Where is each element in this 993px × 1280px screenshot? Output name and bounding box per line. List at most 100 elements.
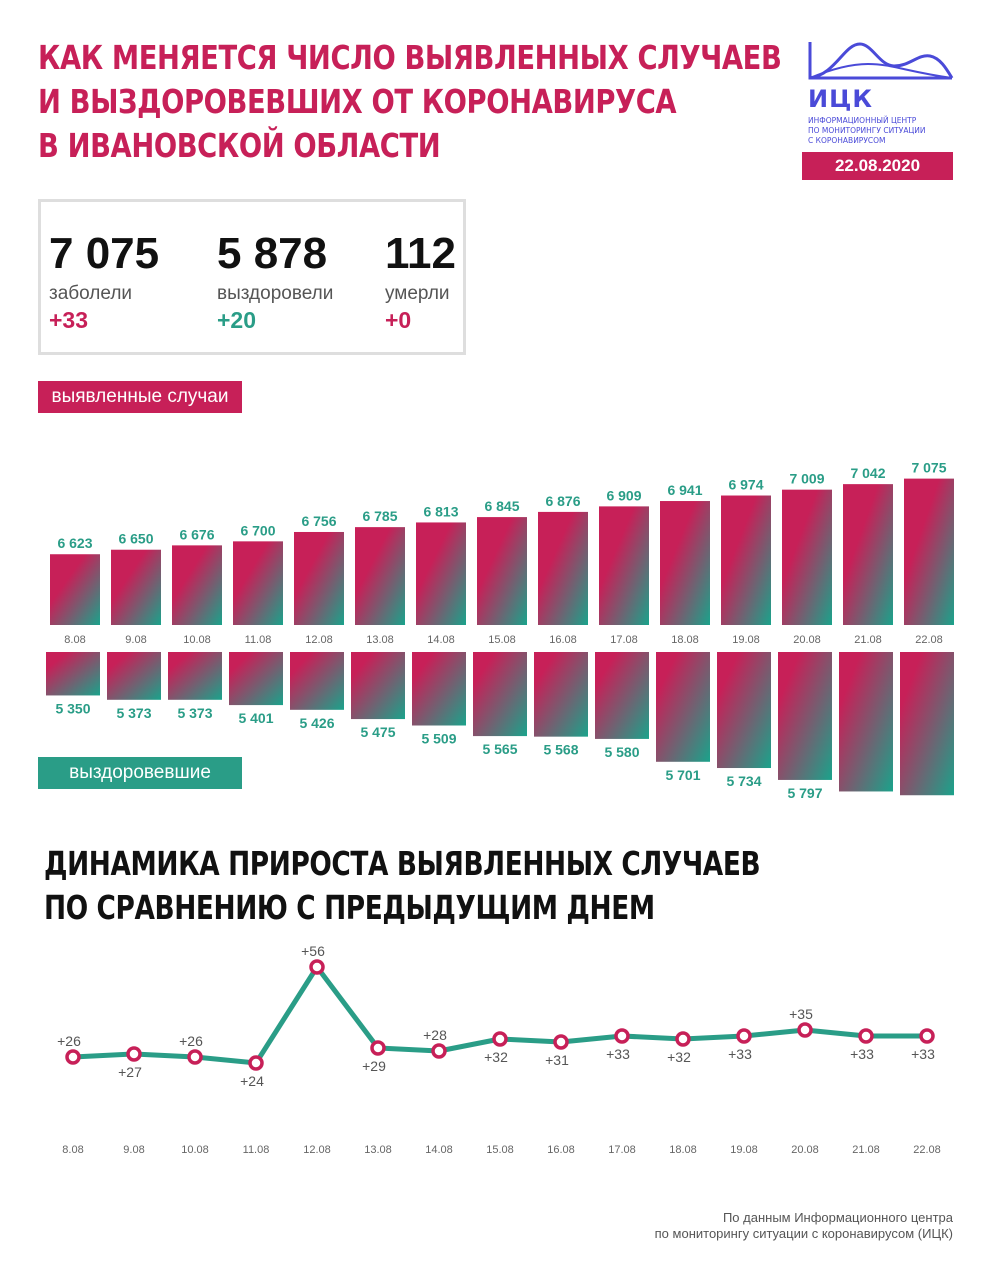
logo-subtitle: Информационный центр по мониторингу ситу… [808,116,958,146]
stat-deaths: 112 умерли +0 [385,230,456,334]
growth-value-label: +26 [179,1033,203,1049]
cases-bar [538,511,588,625]
cases-bar [416,522,466,625]
stat-infected-value: 7 075 [49,229,160,278]
recovered-value-label: 5 797 [787,785,822,800]
cases-bar [904,478,954,625]
bar-x-tick-label: 8.08 [64,634,85,646]
growth-point [370,1040,386,1056]
recovered-bar [900,652,954,796]
recovered-value-label: 5 565 [482,741,517,757]
growth-value-label: +27 [118,1064,142,1080]
logo-subtitle-line-3: с коронавирусом [808,136,886,145]
logo: ИЦК Информационный центр по мониторингу … [800,38,960,188]
bar-x-tick-label: 16.08 [549,634,577,646]
growth-value-label: +56 [301,943,325,959]
cases-bar [50,554,100,625]
growth-point [553,1034,569,1050]
recovered-value-label: 5 734 [726,773,761,789]
recovered-legend-tag: выздоровевшие [38,757,242,789]
growth-value-label: +33 [850,1046,874,1062]
recovered-bar [412,652,466,726]
line-x-tick-label: 21.08 [852,1144,880,1156]
recovered-bar [473,652,527,737]
cases-value-label: 7 009 [789,471,824,487]
growth-value-label: +32 [667,1049,691,1065]
stat-infected-delta: +33 [49,307,89,333]
bar-x-tick-label: 10.08 [183,634,211,646]
recovered-bar [229,652,283,706]
recovered-bar [839,652,893,792]
line-x-tick-label: 18.08 [669,1144,697,1156]
logo-subtitle-line-2: по мониторингу ситуации [808,126,926,135]
growth-point [126,1046,142,1062]
growth-value-label: +26 [57,1033,81,1049]
recovered-bar [778,652,832,780]
growth-point [309,959,325,975]
growth-point [614,1028,630,1044]
cases-value-label: 6 941 [667,482,702,498]
stat-recovered-value: 5 878 [217,229,328,278]
stat-deaths-label: умерли [385,283,450,304]
cases-value-label: 6 756 [301,513,336,529]
recovered-bar [351,652,405,720]
cases-value-label: 6 909 [606,487,641,503]
growth-value-label: +31 [545,1052,569,1068]
line-x-tick-label: 13.08 [364,1144,392,1156]
cases-value-label: 6 974 [728,477,763,493]
growth-title-line-2: по сравнению с предыдущим днем [44,888,655,927]
cases-bar [111,549,161,625]
recovered-bar [46,652,100,696]
cases-bar [660,501,710,625]
line-x-tick-label: 16.08 [547,1144,575,1156]
growth-point [248,1055,264,1071]
stat-recovered-delta: +20 [217,307,257,333]
line-x-tick-label: 19.08 [730,1144,758,1156]
line-x-tick-label: 10.08 [181,1144,209,1156]
recovered-bar [534,652,588,737]
growth-value-label: +28 [423,1027,447,1043]
cases-bar [233,541,283,625]
bar-x-tick-label: 21.08 [854,634,882,646]
stat-recovered-label: выздоровели [217,283,334,304]
bar-x-tick-label: 12.08 [305,634,333,646]
recovered-bar [717,652,771,769]
cases-legend-tag: выявленные случаи [38,381,242,413]
growth-point [858,1028,874,1044]
title-line-2: и выздоровевших от коронавируса [38,82,677,121]
bar-x-tick-label: 20.08 [793,634,821,646]
cases-value-label: 6 650 [118,531,153,547]
growth-value-label: +33 [728,1046,752,1062]
recovered-value-label: 5 373 [116,705,151,721]
recovered-value-label: 5 858 [848,796,883,800]
recovered-value-label: 5 401 [238,710,273,726]
recovered-bar [168,652,222,700]
date-badge: 22.08.2020 [802,152,953,180]
bar-x-tick-label: 11.08 [245,634,272,646]
stats-box: 7 075 заболели +33 5 878 выздоровели +20… [38,199,466,355]
recovered-value-label: 5 580 [604,744,639,760]
cases-recovered-bar-chart: 6 623 8.08 5 350 6 650 9.08 5 373 6 676 10.08 5 … [46,460,954,800]
cases-bar [599,506,649,625]
bar-x-tick-label: 19.08 [732,634,760,646]
growth-point [65,1049,81,1065]
logo-subtitle-line-1: Информационный центр [808,116,917,125]
growth-point [492,1031,508,1047]
line-x-tick-label: 11.08 [243,1144,270,1156]
recovered-value-label: 5 426 [299,715,334,731]
cases-bar [843,484,893,625]
stat-recovered: 5 878 выздоровели +20 [217,230,333,334]
recovered-value-label: 5 350 [55,700,90,716]
source-line-2: по мониторингу ситуации с коронавирусом … [654,1226,953,1241]
recovered-value-label: 5 475 [360,724,395,740]
source-note: По данным Информационного центра по мони… [655,1210,953,1242]
growth-point [797,1022,813,1038]
cases-bar [355,527,405,625]
cases-value-label: 6 876 [545,493,580,509]
cases-bar [172,545,222,625]
line-x-tick-label: 17.08 [608,1144,636,1156]
title-line-3: в Ивановской области [38,126,441,165]
cases-bar [721,495,771,625]
recovered-bar [290,652,344,710]
line-x-tick-label: 14.08 [425,1144,453,1156]
